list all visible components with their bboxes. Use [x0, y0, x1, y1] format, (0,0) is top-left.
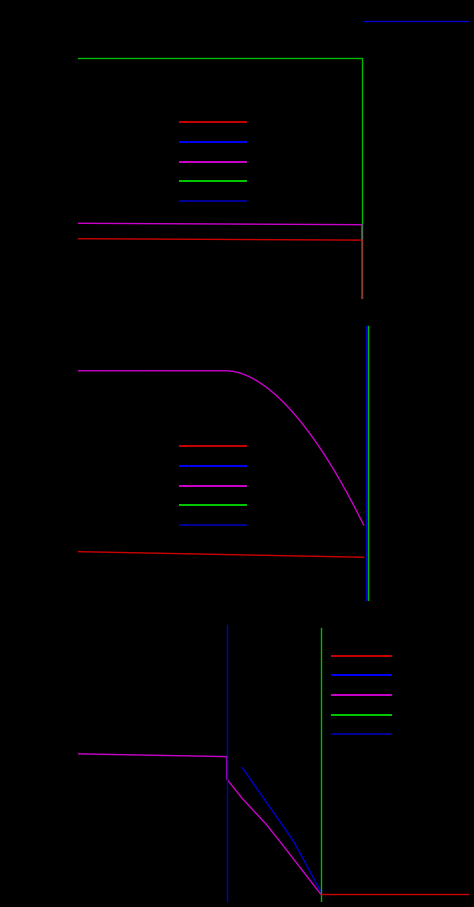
Text: Mole fraction of phase: Mole fraction of phase: [38, 74, 53, 229]
Text: Mole fraction of phase: Mole fraction of phase: [38, 376, 53, 531]
Text: Mole fraction of phase: Mole fraction of phase: [38, 678, 53, 833]
